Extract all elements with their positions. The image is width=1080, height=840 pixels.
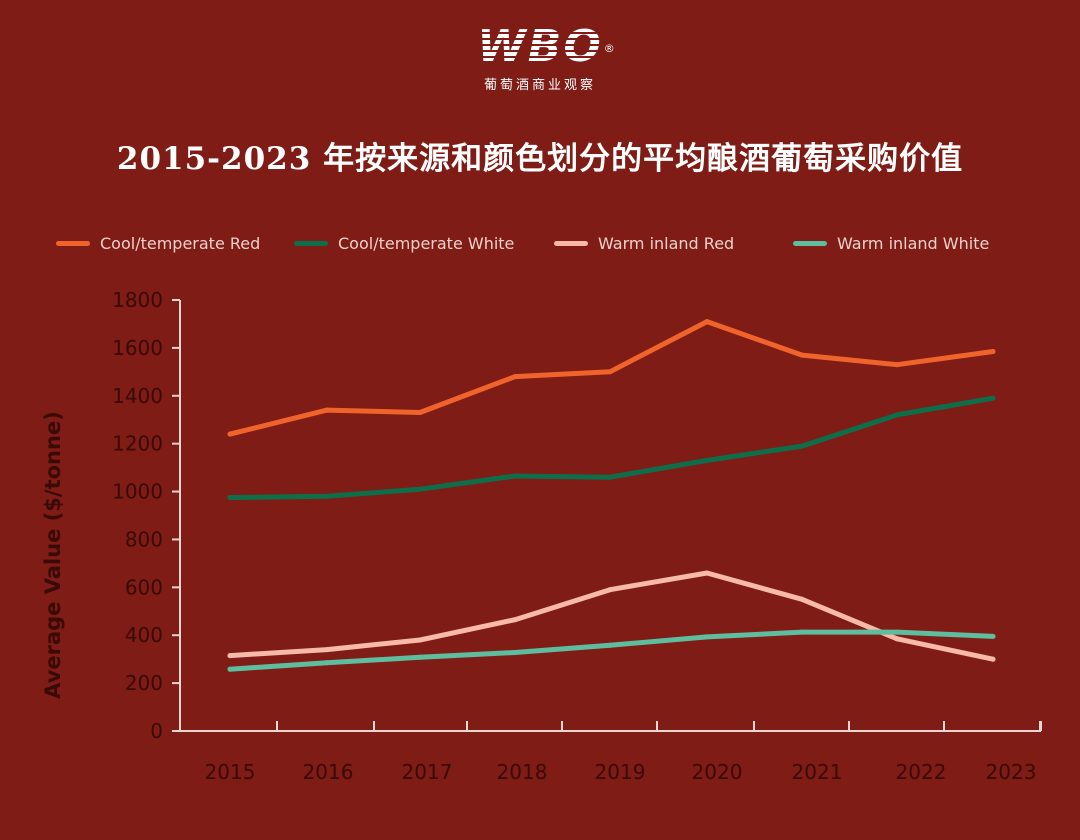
data-point-warm-inland-white <box>324 660 330 666</box>
x-tick-label: 2017 <box>402 760 453 784</box>
x-tick-label: 2020 <box>692 760 743 784</box>
data-point-warm-inland-red <box>990 656 996 662</box>
data-point-warm-inland-white <box>512 650 518 655</box>
data-point-warm-inland-red <box>227 653 233 659</box>
data-point-warm-inland-red <box>607 587 613 593</box>
legend-swatch <box>554 241 588 246</box>
legend-item-cool-temperate-red: Cool/temperate Red <box>56 234 260 253</box>
data-point-cool-temperate-white <box>512 473 518 479</box>
legend-swatch <box>56 241 90 246</box>
data-point-cool-temperate-white <box>990 395 996 401</box>
data-point-warm-inland-red <box>894 636 900 642</box>
data-point-cool-temperate-red <box>324 407 330 413</box>
data-point-warm-inland-white <box>417 654 423 660</box>
data-point-cool-temperate-white <box>799 443 805 449</box>
wbo-logo-mark: WBO ® <box>477 21 617 72</box>
x-tick-label: 2016 <box>303 760 354 784</box>
y-tick-label: 600 <box>125 575 163 599</box>
data-point-cool-temperate-red <box>704 319 710 325</box>
y-tick-label: 1600 <box>112 336 163 360</box>
x-tick-label: 2015 <box>205 760 256 784</box>
x-tick-label: 2018 <box>497 760 548 784</box>
data-point-cool-temperate-red <box>227 431 233 437</box>
data-point-cool-temperate-red <box>417 410 423 415</box>
legend-label: Warm inland Red <box>598 234 735 253</box>
data-point-cool-temperate-red <box>607 369 613 375</box>
y-tick-label: 200 <box>125 671 163 695</box>
data-point-cool-temperate-white <box>324 493 330 499</box>
legend-label: Warm inland White <box>837 234 990 253</box>
data-point-cool-temperate-red <box>799 352 805 358</box>
y-tick-label: 1800 <box>112 288 163 312</box>
legend-label: Cool/temperate Red <box>100 234 261 253</box>
legend-label: Cool/temperate White <box>338 234 515 253</box>
data-point-warm-inland-red <box>704 570 710 576</box>
x-tick-label: 2021 <box>792 760 843 784</box>
data-point-warm-inland-white <box>799 629 805 635</box>
series-line-cool-temperate-white <box>227 395 996 500</box>
legend-item-cool-temperate-white: Cool/temperate White <box>294 234 514 253</box>
data-point-warm-inland-white <box>894 629 900 635</box>
data-point-warm-inland-white <box>227 666 233 672</box>
legend-item-warm-inland-red: Warm inland Red <box>554 234 734 253</box>
legend-swatch <box>793 241 827 246</box>
registered-mark: ® <box>603 42 617 55</box>
data-point-warm-inland-red <box>417 637 423 643</box>
y-tick-label: 1200 <box>112 432 163 456</box>
series-line-warm-inland-white <box>227 629 996 672</box>
data-point-cool-temperate-white <box>704 457 710 463</box>
x-tick-label: 2022 <box>896 760 947 784</box>
series-line-cool-temperate-red <box>227 319 996 437</box>
data-point-cool-temperate-white <box>894 412 900 418</box>
data-point-warm-inland-white <box>704 634 710 640</box>
brand-logo: WBO ® 葡萄酒商业观察 <box>0 22 1080 93</box>
x-tick-label: 2023 <box>986 760 1037 784</box>
data-point-cool-temperate-white <box>607 474 613 480</box>
data-point-warm-inland-white <box>607 642 613 648</box>
y-tick-label: 400 <box>125 623 163 647</box>
data-point-warm-inland-red <box>512 617 518 623</box>
data-point-cool-temperate-white <box>227 495 233 500</box>
brand-subtitle: 葡萄酒商业观察 <box>483 78 596 93</box>
data-point-cool-temperate-white <box>417 486 423 492</box>
y-tick-label: 0 <box>150 719 163 743</box>
data-point-cool-temperate-red <box>512 374 518 380</box>
data-point-cool-temperate-red <box>894 362 900 368</box>
y-tick-label: 1000 <box>112 480 163 504</box>
y-tick-label: 800 <box>125 527 163 551</box>
data-point-cool-temperate-red <box>990 349 996 354</box>
data-point-warm-inland-red <box>799 596 805 602</box>
chart-title: 2015-2023 年按来源和颜色划分的平均酿酒葡萄采购价值 <box>116 141 964 177</box>
legend-item-warm-inland-white: Warm inland White <box>793 234 989 253</box>
legend-swatch <box>294 241 328 246</box>
y-tick-label: 1400 <box>112 384 163 408</box>
x-tick-label: 2019 <box>595 760 646 784</box>
data-point-warm-inland-red <box>324 647 330 653</box>
data-point-warm-inland-white <box>990 633 996 639</box>
